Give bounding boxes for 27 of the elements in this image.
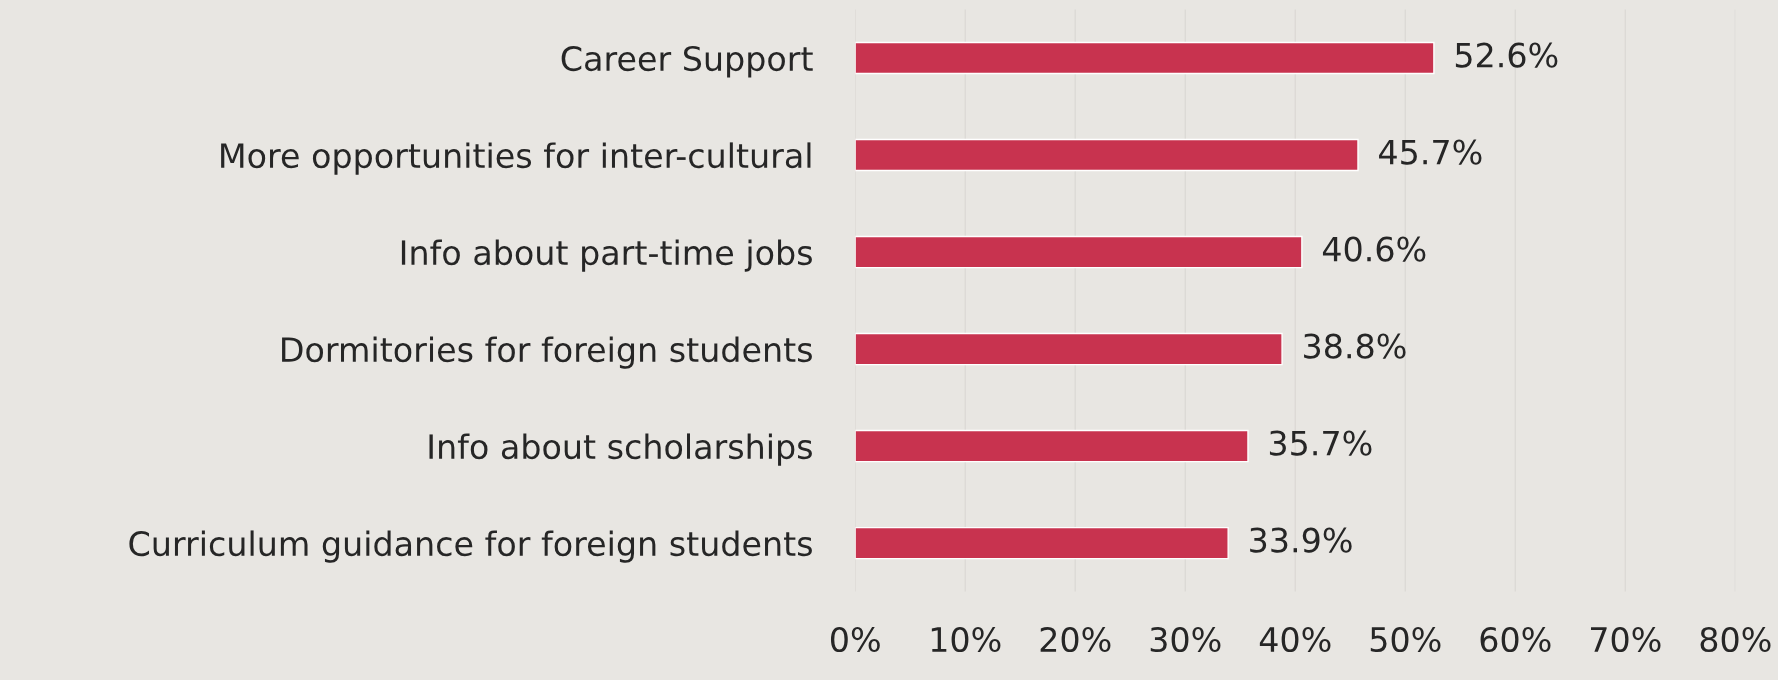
bar bbox=[855, 138, 1359, 172]
x-tick-label: 20% bbox=[1040, 626, 1111, 653]
data-label: 40.6% bbox=[1322, 236, 1426, 262]
x-tick-label: 80% bbox=[1700, 626, 1771, 653]
x-tick-label: 70% bbox=[1591, 626, 1661, 653]
data-label: 45.7% bbox=[1379, 139, 1482, 165]
data-label: 35.7% bbox=[1269, 430, 1372, 456]
bar bbox=[855, 429, 1249, 463]
y-tick-label: Career Support bbox=[561, 45, 813, 78]
y-tick-label: Curriculum guidance for foreign students bbox=[129, 530, 812, 563]
data-label: 52.6% bbox=[1455, 42, 1558, 68]
x-tick-label: 10% bbox=[931, 626, 1001, 653]
data-label: 33.9% bbox=[1250, 527, 1352, 553]
bar bbox=[855, 41, 1435, 75]
bar bbox=[855, 235, 1303, 269]
x-tick-label: 60% bbox=[1480, 626, 1551, 653]
x-tick-label: 50% bbox=[1370, 626, 1441, 653]
x-tick-label: 0% bbox=[830, 626, 880, 653]
y-tick-label: More opportunities for inter-cultural bbox=[221, 142, 811, 175]
data-label: 38.8% bbox=[1304, 333, 1406, 359]
x-tick-label: 30% bbox=[1150, 626, 1221, 653]
y-tick-label: Info about scholarships bbox=[429, 433, 812, 466]
y-tick-label: Info about part-time jobs bbox=[401, 239, 812, 272]
bar bbox=[855, 332, 1283, 366]
bar bbox=[855, 526, 1229, 560]
x-tick-label: 40% bbox=[1259, 626, 1331, 653]
y-tick-label: Dormitories for foreign students bbox=[282, 336, 812, 369]
